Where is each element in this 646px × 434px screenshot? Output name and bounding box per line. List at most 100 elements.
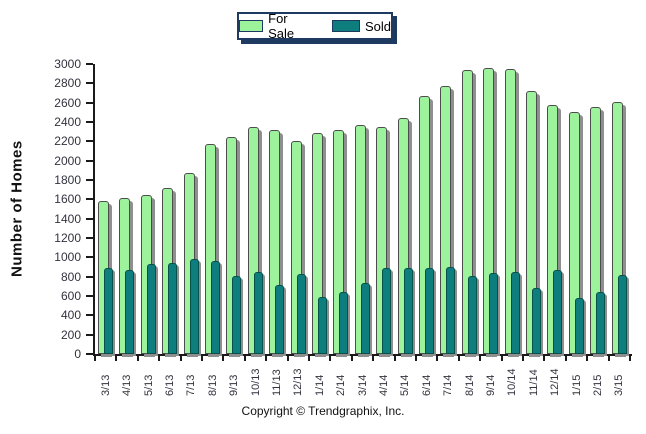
x-axis-tick (393, 356, 396, 361)
bar-for-sale (397, 118, 409, 354)
x-axis-tick (158, 356, 161, 361)
legend-label: For Sale (268, 11, 295, 41)
y-axis-tick-label: 0 (74, 347, 81, 361)
bar-sold (104, 267, 113, 354)
y-axis-tick-label: 2800 (54, 76, 81, 91)
bar-for-sale (461, 69, 473, 354)
x-axis-tick-label: 3/15 (613, 374, 626, 396)
y-axis-tick (86, 314, 93, 317)
x-axis-tick (586, 356, 589, 361)
legend-item-sold: Sold (331, 18, 391, 34)
y-axis-tick (86, 179, 93, 181)
bar-sold (232, 275, 242, 354)
x-axis-tick-label: 2/15 (591, 374, 604, 396)
bar-for-sale (226, 137, 238, 354)
legend: For Sale Sold (237, 11, 393, 41)
y-axis-tick-label: 400 (60, 308, 81, 323)
legend-label: Sold (364, 18, 391, 34)
x-axis-tick (415, 356, 417, 361)
y-axis-tick (86, 121, 93, 123)
x-axis-tick-label: 12/13 (292, 368, 305, 396)
x-axis-tick-label: 7/13 (185, 374, 198, 396)
x-axis-tick-label: 2/14 (335, 374, 348, 396)
bar-for-sale (526, 91, 537, 354)
x-axis-tick (94, 356, 96, 361)
x-axis-tick (522, 356, 524, 361)
bar-for-sale (547, 104, 559, 354)
bar-sold (553, 269, 563, 354)
bar-sold (574, 297, 584, 354)
x-axis-tick (436, 356, 439, 361)
x-axis-tick (243, 356, 246, 361)
x-axis-tick-label: 12/14 (549, 368, 562, 396)
x-axis-tick-label: 1/14 (313, 374, 326, 396)
y-axis-tick (86, 275, 93, 278)
legend-item-for-sale: For Sale (239, 11, 310, 41)
x-axis-tick (629, 356, 631, 361)
y-axis-tick (86, 295, 93, 297)
bar-sold (596, 292, 606, 354)
x-axis-tick-label: 10/13 (249, 368, 262, 396)
bar-for-sale (376, 126, 388, 354)
y-axis-tick-label: 2600 (54, 95, 81, 110)
bar-sold (467, 275, 477, 354)
x-axis-tick (265, 356, 268, 361)
x-axis-tick (329, 356, 332, 361)
y-axis-tick (86, 198, 93, 201)
x-axis-tick-label: 5/14 (399, 374, 412, 396)
legend-swatch-icon (331, 20, 360, 32)
x-axis-tick-label: 9/13 (228, 374, 241, 396)
bar-sold (532, 288, 541, 354)
x-axis-tick (115, 356, 118, 361)
y-axis-tick (86, 353, 93, 355)
y-axis-tick-label: 1200 (54, 231, 81, 245)
y-axis-tick-label: 1000 (54, 250, 81, 265)
x-axis-tick (479, 356, 482, 361)
bar-for-sale (440, 86, 452, 354)
y-axis-tick (86, 101, 93, 104)
legend-swatch-icon (239, 20, 264, 32)
y-axis-tick-label: 2400 (54, 115, 81, 129)
bar-sold (446, 267, 456, 354)
y-axis-tick-label: 800 (60, 269, 81, 284)
x-axis-tick-label: 8/14 (463, 374, 476, 396)
y-axis-tick-label: 2200 (54, 134, 81, 149)
x-axis-tick (201, 356, 203, 361)
y-axis-tick (86, 333, 93, 336)
y-axis-line (93, 64, 95, 356)
x-axis-tick (372, 356, 375, 361)
x-axis-tick-label: 3/13 (99, 374, 112, 396)
bar-sold (253, 271, 263, 354)
bar-for-sale (205, 144, 216, 354)
x-axis-tick (500, 356, 503, 361)
x-axis-tick-label: 5/13 (142, 374, 155, 396)
x-axis-tick (308, 356, 310, 361)
y-axis-tick-label: 600 (60, 289, 81, 303)
x-axis-tick-label: 6/13 (163, 374, 176, 396)
x-axis-tick-label: 11/13 (270, 369, 283, 396)
bar-for-sale (247, 126, 259, 354)
bar-sold (382, 267, 392, 354)
y-axis-tick-label: 200 (60, 327, 81, 342)
x-axis-tick-label: 1/15 (570, 374, 583, 396)
x-axis-tick (350, 356, 353, 361)
bar-for-sale (312, 132, 323, 354)
x-axis-tick-label: 3/14 (356, 374, 369, 396)
x-axis-tick-label: 4/14 (377, 374, 390, 396)
y-axis-tick (86, 63, 93, 65)
x-axis-tick (136, 356, 139, 361)
bar-sold (403, 267, 413, 354)
x-axis-tick (564, 356, 567, 361)
y-axis-tick (86, 237, 93, 239)
bar-sold (168, 263, 178, 354)
bar-sold (318, 296, 327, 354)
bar-for-sale (483, 67, 495, 354)
y-axis-title: Number of Homes (8, 140, 26, 278)
bar-sold (425, 267, 434, 354)
y-axis-tick-label: 1400 (54, 211, 81, 226)
y-axis-tick (86, 256, 93, 259)
x-axis-tick (607, 356, 610, 361)
bar-sold (617, 274, 627, 354)
bar-sold (510, 271, 520, 354)
